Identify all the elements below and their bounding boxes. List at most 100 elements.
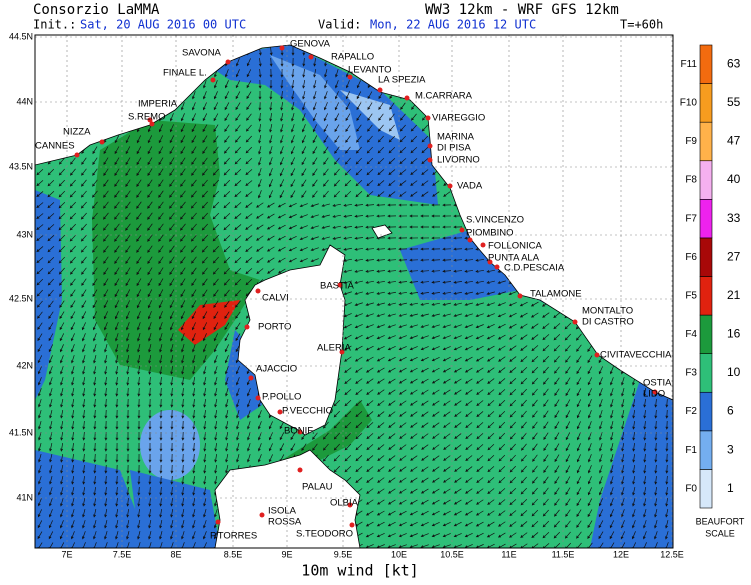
valid-label: Valid:	[318, 18, 361, 32]
map-area	[35, 35, 673, 548]
place-label: RAPALLO	[331, 52, 374, 63]
place-label: SAVONA	[182, 48, 222, 59]
legend-speed: 3	[727, 442, 734, 456]
place-dot	[427, 157, 433, 163]
place-label: C.D.PESCAIA	[504, 263, 565, 274]
legend-beaufort: F7	[685, 213, 697, 224]
x-axis-label: 10m wind [kt]	[301, 562, 418, 580]
wind-zone	[130, 470, 220, 548]
place-dot	[339, 349, 345, 355]
place-dot	[404, 95, 410, 101]
lon-tick-label: 9.5E	[334, 549, 353, 559]
place-label: FOLLONICA	[488, 241, 543, 252]
legend-speed: 16	[727, 327, 741, 341]
place-label: LEVANTO	[348, 65, 391, 76]
legend-beaufort: F8	[685, 175, 697, 186]
graticule	[35, 35, 673, 548]
ticks: 7E 7.5E 8E 8.5E 9E 9.5E 10E 10.5E 11E 11.5E 12E 12.…	[9, 31, 684, 559]
lat-tick-label: 44.5N	[9, 31, 33, 41]
place-label: ROSSA	[268, 517, 302, 528]
legend-speed: 27	[727, 249, 741, 263]
place-dot	[487, 259, 493, 265]
lon-tick-label: 9E	[281, 549, 292, 559]
legend-beaufort: F10	[680, 98, 698, 109]
land-corsica	[237, 244, 346, 436]
place-dot	[517, 293, 523, 299]
place-dot	[248, 375, 254, 381]
land-mainland	[35, 35, 673, 401]
place-label: FINALE L.	[163, 68, 207, 79]
wind-zone	[520, 290, 673, 548]
legend-swatch	[699, 314, 713, 354]
lat-tick-label: 43N	[16, 229, 33, 239]
legend-swatch	[699, 391, 713, 432]
place-label: NIZZA	[63, 127, 91, 138]
legend-title: SCALE	[705, 528, 735, 538]
place-label: S.REMO	[128, 112, 165, 123]
place-dot	[308, 54, 314, 60]
legend-speed: 63	[727, 56, 741, 70]
lon-tick-label: 7E	[61, 549, 72, 559]
legend-speed: 33	[727, 211, 741, 225]
place-dot	[74, 152, 80, 158]
lon-tick-label: 12.5E	[660, 549, 684, 559]
wind-zone	[35, 450, 150, 548]
land-sardinia	[214, 449, 361, 548]
place-label: M.CARRARA	[415, 91, 473, 102]
wind-zone	[258, 400, 372, 475]
map-frame	[34, 34, 674, 549]
legend-speed: 1	[727, 481, 734, 495]
place-dot	[255, 288, 261, 294]
place-dot	[297, 429, 303, 435]
lon-tick-label: 8E	[170, 549, 181, 559]
place-dot	[594, 352, 600, 358]
place-dot	[494, 264, 500, 270]
legend-speed: 47	[727, 134, 741, 148]
title-left: Consorzio LaMMA	[33, 2, 160, 18]
legend-swatch	[699, 276, 713, 316]
place-label: BONIF.	[284, 426, 315, 437]
place-label: P.TORRES	[210, 531, 257, 542]
lat-tick-label: 43.5N	[9, 161, 33, 171]
legend-speed: 10	[727, 365, 741, 379]
place-label: S.VINCENZO	[466, 215, 524, 226]
place-dot	[244, 324, 250, 330]
place-dot	[255, 395, 261, 401]
legend-swatch	[699, 237, 713, 277]
lon-tick-label: 12E	[613, 549, 629, 559]
place-label: PALAU	[302, 482, 333, 493]
init-label: Init.:	[33, 18, 76, 32]
legend-swatch	[699, 353, 713, 393]
legend-beaufort: F4	[685, 329, 697, 340]
place-label: GENOVA	[290, 39, 331, 50]
wind-zone	[340, 90, 400, 140]
legend-beaufort: F1	[685, 445, 697, 456]
legend-beaufort: F6	[685, 252, 697, 263]
place-dot	[337, 282, 343, 288]
place-label: OSTIA	[643, 378, 672, 389]
place-label: MONTALTO	[582, 306, 633, 317]
lat-tick-label: 42.5N	[9, 293, 33, 303]
place-label: VADA	[457, 181, 483, 192]
place-dot	[149, 121, 155, 127]
lead-time: T=+60h	[620, 18, 663, 32]
place-label: VIAREGGIO	[432, 113, 485, 124]
valid-value: Mon, 22 AUG 2016 12 UTC	[370, 18, 536, 32]
place-dot	[347, 502, 353, 508]
place-label: LA SPEZIA	[378, 75, 426, 86]
lon-tick-label: 11.5E	[552, 549, 575, 559]
lon-tick-label: 10E	[391, 549, 407, 559]
legend-beaufort: F0	[685, 483, 697, 494]
place-label: BASTIA	[320, 281, 354, 292]
place-label: LIVORNO	[437, 155, 480, 166]
place-label: S.TEODORO	[296, 529, 353, 540]
legend: F0 1 F1 3 F2 6 F3 10 F4 16 F5 21 F6 27 F7 33 F8 40 F9 47 F10…	[680, 44, 745, 538]
lat-tick-label: 44N	[16, 96, 33, 106]
legend-beaufort: F11	[681, 59, 698, 70]
place-dot	[277, 409, 283, 415]
legend-swatch	[699, 121, 713, 162]
place-dot	[210, 77, 216, 83]
legend-speed: 40	[727, 172, 741, 186]
place-label: LIDO	[643, 389, 665, 400]
